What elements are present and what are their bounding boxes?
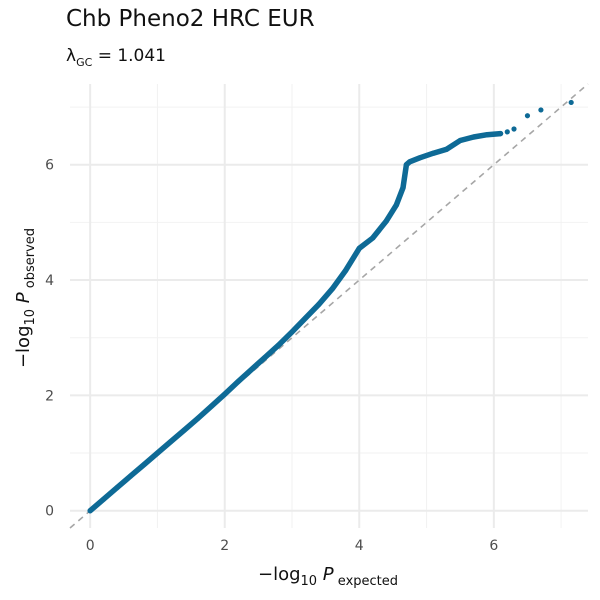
data-point: [262, 354, 268, 360]
data-point: [222, 391, 228, 397]
data-point: [568, 99, 574, 106]
data-point: [114, 485, 120, 491]
data-points: [87, 99, 574, 514]
x-tick-label: 6: [489, 538, 498, 554]
data-point: [457, 137, 463, 144]
data-point: [208, 403, 214, 409]
chart-subtitle: λGC = 1.041: [66, 46, 167, 69]
y-tick-label: 0: [45, 504, 54, 520]
data-point: [407, 159, 413, 165]
data-point: [417, 155, 423, 161]
grid: [70, 84, 588, 528]
y-tick-labels: 0 2 4 6: [45, 158, 54, 520]
data-point: [141, 461, 147, 468]
data-point: [504, 129, 510, 135]
x-tick-label: 2: [220, 538, 229, 554]
data-point: [444, 146, 450, 152]
data-point: [393, 202, 399, 208]
data-point: [471, 134, 477, 140]
data-point: [101, 496, 107, 502]
data-point: [497, 130, 504, 137]
data-point: [383, 218, 389, 224]
data-point: [235, 378, 241, 385]
data-point: [154, 450, 161, 456]
data-point: [403, 162, 409, 168]
chart-title: Chb Pheno2 HRC EUR: [66, 6, 315, 32]
dense-point-band: [87, 130, 504, 514]
data-point: [127, 473, 134, 479]
lambda-value: = 1.041: [97, 46, 167, 66]
data-point: [484, 132, 490, 138]
data-point: [168, 438, 174, 445]
data-point: [511, 126, 517, 132]
lambda-symbol: λ: [66, 46, 77, 66]
y-axis-label: −log10 P observed: [13, 228, 38, 368]
data-point: [538, 107, 544, 113]
data-point: [356, 245, 362, 251]
data-point: [195, 415, 201, 422]
x-tick-label: 0: [86, 538, 95, 554]
data-point: [370, 235, 376, 241]
data-point: [329, 286, 335, 292]
data-point: [400, 185, 406, 191]
data-point: [289, 329, 295, 335]
data-point: [302, 315, 309, 321]
data-point: [316, 301, 322, 307]
data-point: [181, 427, 187, 433]
x-axis-label: −log10 P expected: [258, 564, 398, 589]
data-point: [275, 342, 282, 348]
x-tick-label: 4: [355, 538, 364, 554]
data-point: [430, 150, 436, 156]
data-point: [343, 267, 349, 273]
lambda-subscript: GC: [76, 56, 93, 69]
y-tick-label: 4: [45, 273, 54, 289]
data-point: [524, 113, 531, 119]
y-tick-label: 6: [45, 158, 54, 174]
y-tick-label: 2: [45, 388, 54, 404]
data-point: [249, 366, 255, 373]
data-point: [87, 508, 93, 514]
x-tick-labels: 0 2 4 6: [86, 538, 499, 554]
